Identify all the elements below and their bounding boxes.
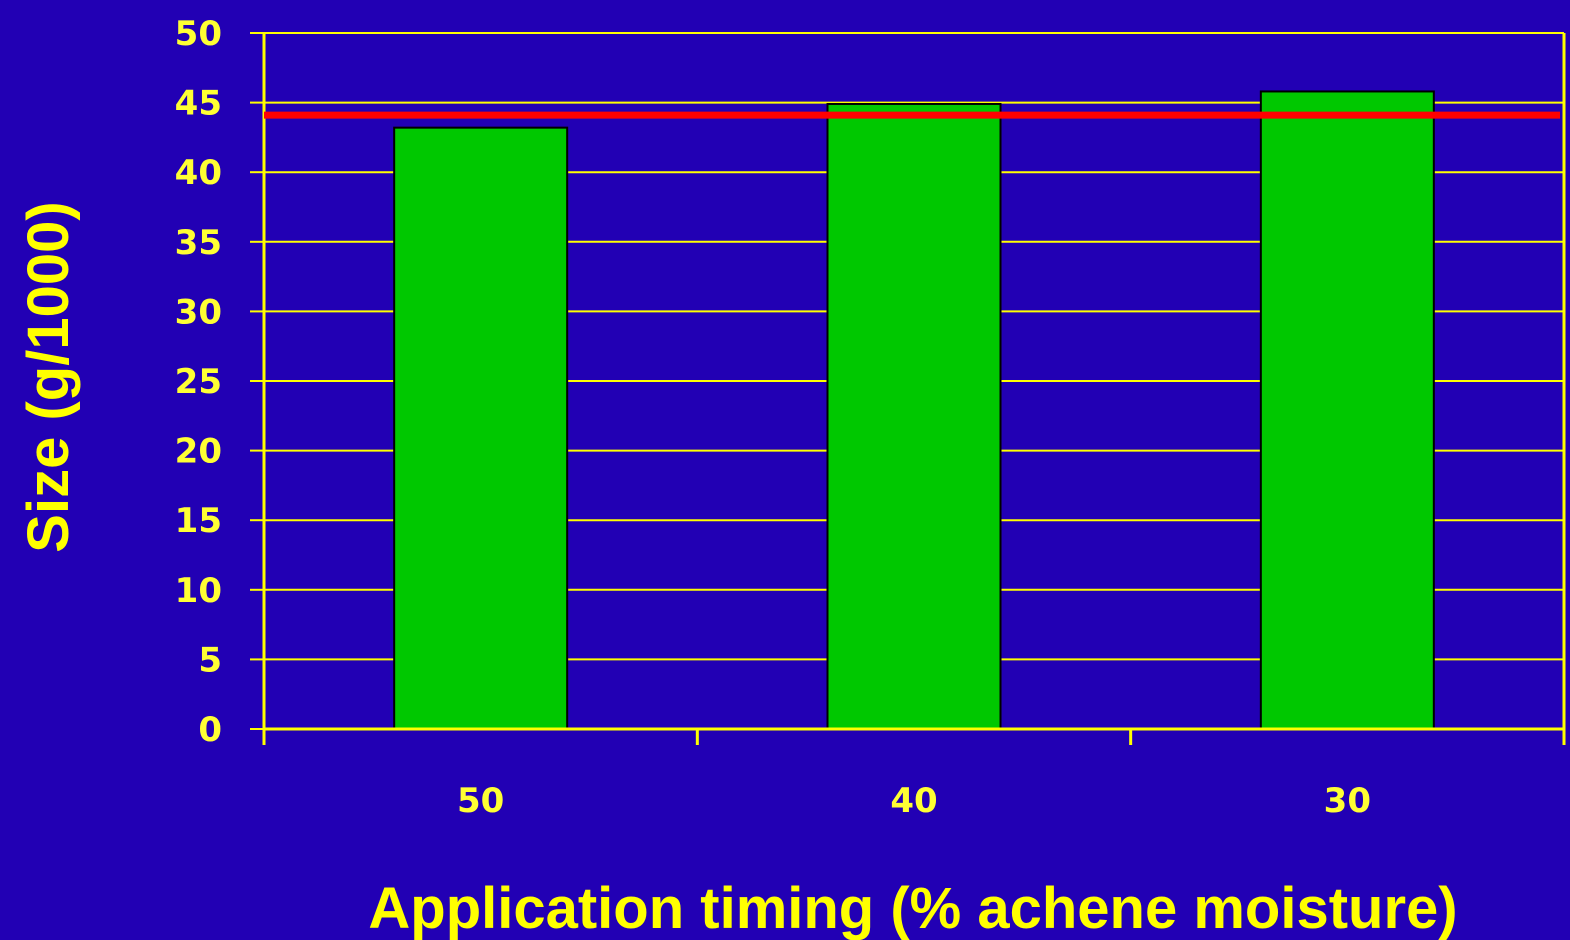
x-axis-title: Application timing (% achene moisture) (368, 876, 1457, 940)
y-tick-labels: 0 5 10 15 20 25 30 35 40 45 50 (175, 14, 222, 750)
x-tick-labels: 50 40 30 (457, 781, 1371, 821)
y-tick-label-40: 40 (175, 153, 222, 193)
x-tick-label-40: 40 (890, 781, 937, 821)
y-tick-label-5: 5 (198, 640, 222, 680)
bars (393, 90, 1435, 731)
y-tick-label-20: 20 (175, 432, 222, 472)
y-tick-label-50: 50 (175, 14, 222, 54)
x-tick-label-50: 50 (457, 781, 504, 821)
bar-50 (393, 126, 569, 730)
bar-40 (826, 102, 1002, 730)
x-tick-label-30: 30 (1324, 781, 1371, 821)
axes (250, 32, 1566, 745)
y-tick-label-15: 15 (175, 501, 222, 541)
y-tick-label-30: 30 (175, 292, 222, 332)
y-axis-title: Size (g/1000) (16, 201, 81, 552)
y-tick-label-10: 10 (175, 571, 222, 611)
y-tick-label-25: 25 (175, 362, 222, 402)
y-tick-label-45: 45 (175, 84, 222, 124)
y-tick-label-0: 0 (198, 710, 222, 750)
y-tick-label-35: 35 (175, 223, 222, 263)
bar-30 (1259, 90, 1435, 731)
